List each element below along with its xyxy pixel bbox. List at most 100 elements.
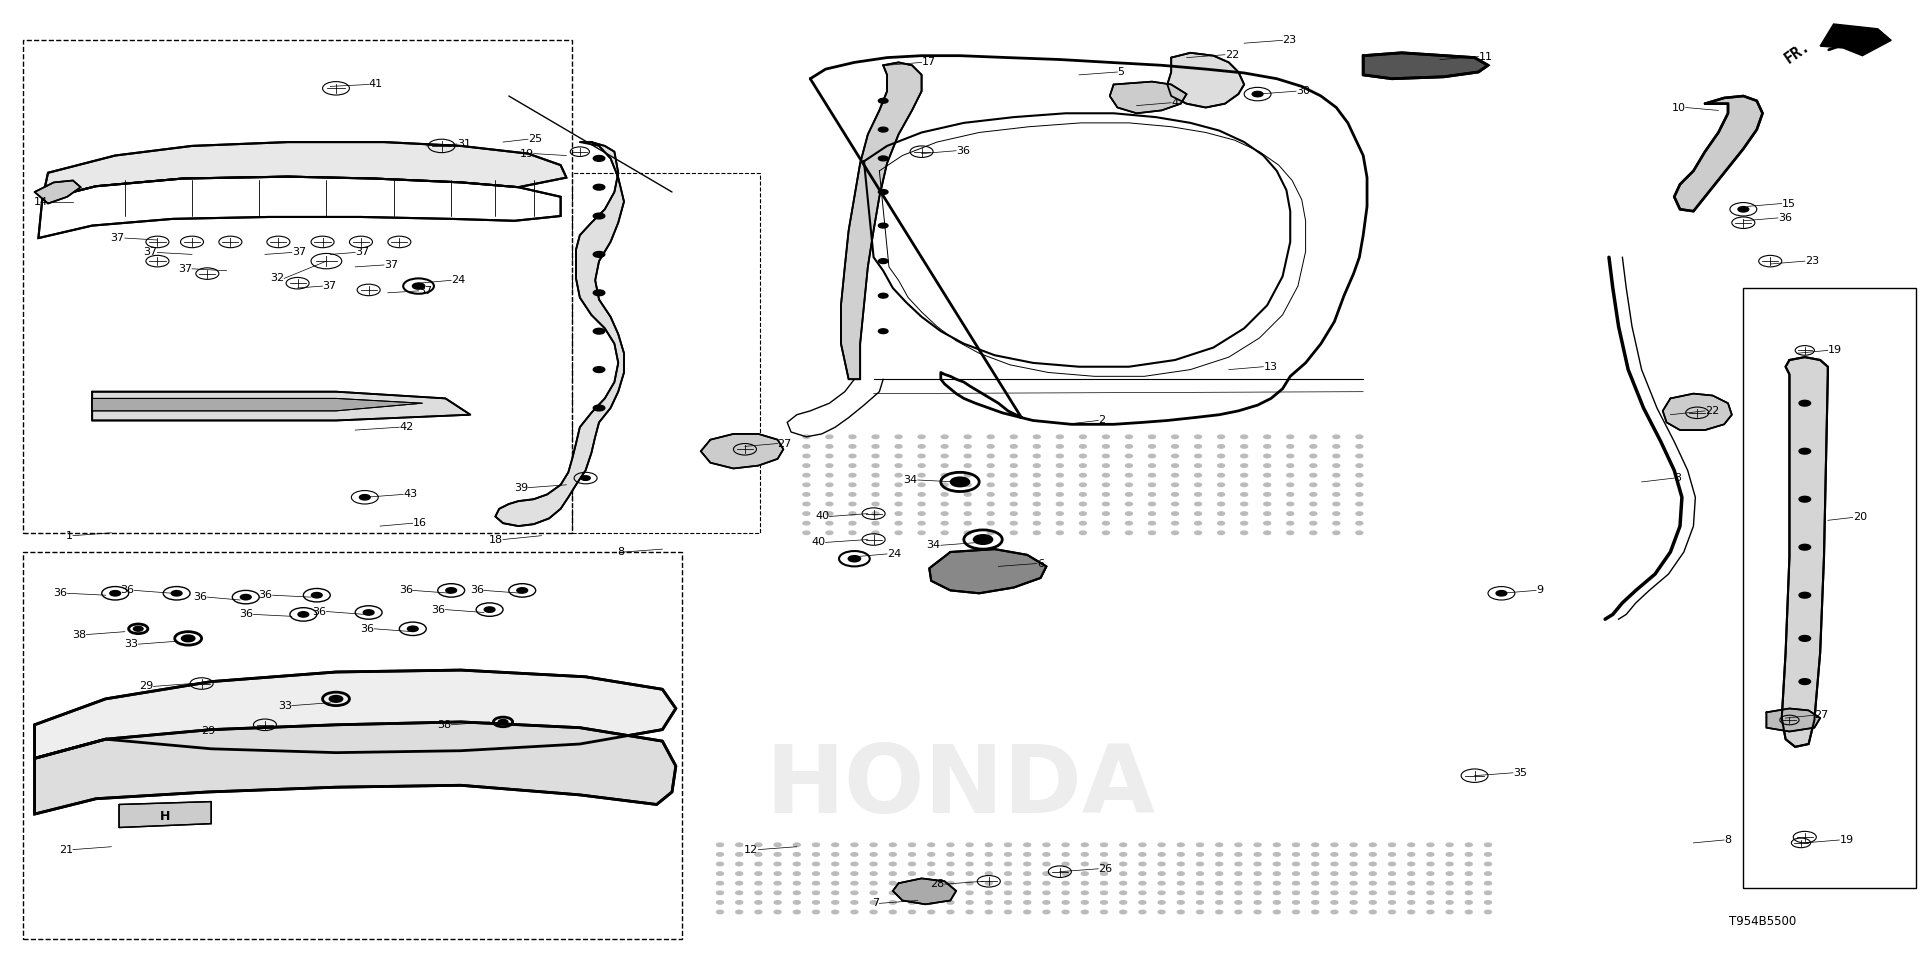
Circle shape bbox=[1079, 492, 1087, 496]
Circle shape bbox=[812, 900, 820, 904]
Circle shape bbox=[1446, 891, 1453, 895]
Circle shape bbox=[755, 910, 762, 914]
Circle shape bbox=[985, 910, 993, 914]
Circle shape bbox=[1369, 881, 1377, 885]
Text: 12: 12 bbox=[745, 845, 758, 854]
Text: 7: 7 bbox=[872, 899, 879, 908]
Circle shape bbox=[1254, 862, 1261, 866]
Circle shape bbox=[1350, 852, 1357, 856]
Circle shape bbox=[735, 891, 743, 895]
Text: 24: 24 bbox=[451, 276, 465, 285]
Polygon shape bbox=[1766, 708, 1820, 732]
Circle shape bbox=[1388, 910, 1396, 914]
Circle shape bbox=[1125, 531, 1133, 535]
Circle shape bbox=[1235, 852, 1242, 856]
Circle shape bbox=[1292, 910, 1300, 914]
Circle shape bbox=[1311, 910, 1319, 914]
Circle shape bbox=[849, 435, 856, 439]
Circle shape bbox=[1023, 900, 1031, 904]
Circle shape bbox=[987, 435, 995, 439]
Circle shape bbox=[826, 454, 833, 458]
Circle shape bbox=[895, 473, 902, 477]
Circle shape bbox=[1217, 512, 1225, 516]
Circle shape bbox=[1102, 444, 1110, 448]
Circle shape bbox=[1004, 910, 1012, 914]
Circle shape bbox=[964, 473, 972, 477]
Circle shape bbox=[1062, 881, 1069, 885]
Circle shape bbox=[1292, 862, 1300, 866]
Circle shape bbox=[1119, 891, 1127, 895]
Text: 40: 40 bbox=[812, 538, 826, 547]
Text: 27: 27 bbox=[778, 439, 791, 448]
Circle shape bbox=[803, 502, 810, 506]
Circle shape bbox=[1171, 454, 1179, 458]
Circle shape bbox=[1079, 473, 1087, 477]
Circle shape bbox=[831, 862, 839, 866]
Circle shape bbox=[1407, 910, 1415, 914]
Text: 32: 32 bbox=[271, 274, 284, 283]
Text: 39: 39 bbox=[515, 483, 528, 492]
Circle shape bbox=[1496, 590, 1507, 596]
Text: 11: 11 bbox=[1478, 52, 1492, 61]
Circle shape bbox=[793, 881, 801, 885]
Circle shape bbox=[1217, 473, 1225, 477]
Circle shape bbox=[755, 843, 762, 847]
Circle shape bbox=[1056, 502, 1064, 506]
Circle shape bbox=[716, 843, 724, 847]
Circle shape bbox=[1388, 900, 1396, 904]
Text: T954B5500: T954B5500 bbox=[1728, 915, 1797, 928]
Circle shape bbox=[1171, 521, 1179, 525]
Circle shape bbox=[964, 531, 972, 535]
Circle shape bbox=[1215, 843, 1223, 847]
Circle shape bbox=[359, 494, 371, 500]
Circle shape bbox=[870, 900, 877, 904]
Circle shape bbox=[1177, 872, 1185, 876]
Circle shape bbox=[918, 464, 925, 468]
Circle shape bbox=[774, 910, 781, 914]
Circle shape bbox=[755, 862, 762, 866]
Circle shape bbox=[1062, 852, 1069, 856]
Circle shape bbox=[826, 512, 833, 516]
Circle shape bbox=[895, 435, 902, 439]
Circle shape bbox=[1139, 900, 1146, 904]
Circle shape bbox=[889, 843, 897, 847]
Circle shape bbox=[927, 852, 935, 856]
Circle shape bbox=[1056, 444, 1064, 448]
Circle shape bbox=[716, 881, 724, 885]
Circle shape bbox=[1263, 531, 1271, 535]
Circle shape bbox=[908, 872, 916, 876]
Text: 36: 36 bbox=[1778, 213, 1791, 223]
Circle shape bbox=[1102, 521, 1110, 525]
Circle shape bbox=[987, 454, 995, 458]
Circle shape bbox=[1010, 444, 1018, 448]
Circle shape bbox=[1215, 852, 1223, 856]
Circle shape bbox=[1148, 444, 1156, 448]
Circle shape bbox=[499, 720, 509, 725]
Circle shape bbox=[180, 636, 196, 642]
Polygon shape bbox=[1820, 24, 1891, 56]
Circle shape bbox=[1033, 464, 1041, 468]
Circle shape bbox=[1010, 521, 1018, 525]
Polygon shape bbox=[495, 142, 624, 526]
Text: 22: 22 bbox=[1225, 50, 1238, 60]
Circle shape bbox=[1369, 872, 1377, 876]
Circle shape bbox=[1332, 531, 1340, 535]
Circle shape bbox=[803, 492, 810, 496]
Text: 43: 43 bbox=[403, 490, 417, 499]
Bar bbox=[1743, 288, 1916, 888]
Circle shape bbox=[1292, 891, 1300, 895]
Circle shape bbox=[964, 521, 972, 525]
Circle shape bbox=[1158, 843, 1165, 847]
Text: 40: 40 bbox=[816, 512, 829, 521]
Circle shape bbox=[927, 872, 935, 876]
Circle shape bbox=[311, 592, 323, 598]
Circle shape bbox=[895, 464, 902, 468]
Circle shape bbox=[947, 881, 954, 885]
Circle shape bbox=[1119, 872, 1127, 876]
Circle shape bbox=[109, 590, 121, 596]
Circle shape bbox=[1010, 492, 1018, 496]
Circle shape bbox=[1196, 862, 1204, 866]
Circle shape bbox=[1023, 891, 1031, 895]
Circle shape bbox=[870, 843, 877, 847]
Circle shape bbox=[1033, 435, 1041, 439]
